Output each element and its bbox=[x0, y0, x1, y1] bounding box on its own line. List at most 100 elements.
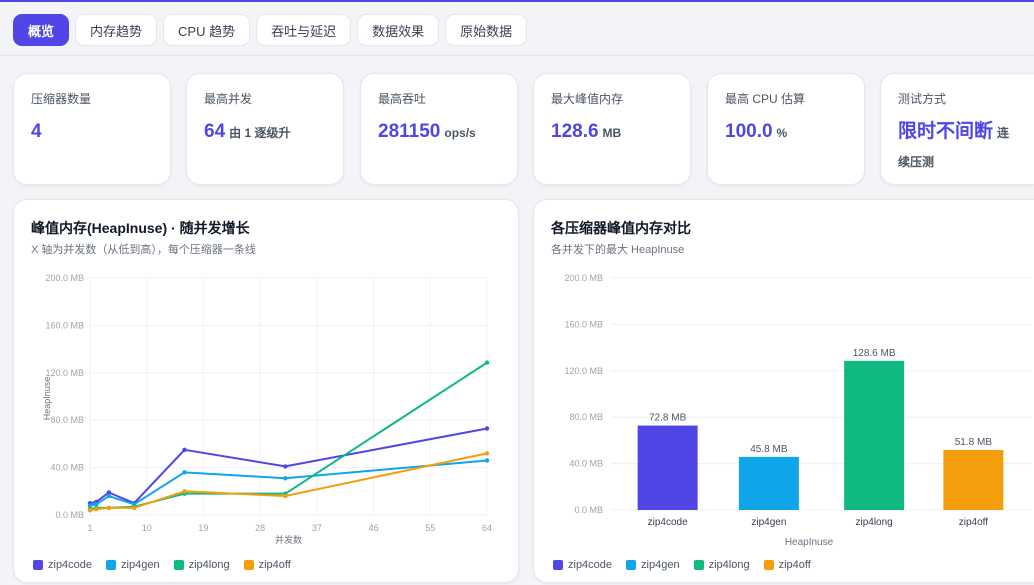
top-accent-line bbox=[0, 0, 1034, 2]
legend-item-zip4gen[interactable]: zip4gen bbox=[626, 559, 680, 571]
data-point-zip4gen bbox=[106, 493, 112, 499]
legend-swatch bbox=[173, 560, 184, 570]
line-chart: 0.0 MB 40.0 MB 80.0 MB 120.0 MB 160.0 MB 200.… bbox=[42, 273, 492, 545]
bar-value-label: 51.8 MB bbox=[955, 437, 993, 448]
legend-item-zip4code[interactable]: zip4code bbox=[33, 559, 92, 571]
legend-item-zip4off[interactable]: zip4off bbox=[763, 559, 811, 571]
category-label: zip4off bbox=[959, 517, 989, 528]
panel-title: 各压缩器峰值内存对比 bbox=[551, 220, 691, 236]
tab-throughput-latency[interactable]: 吞吐与延迟 bbox=[256, 14, 352, 46]
legend-label: zip4gen bbox=[121, 559, 160, 571]
tab-memory-trend[interactable]: 内存趋势 bbox=[75, 14, 158, 46]
panel-subtitle: X 轴为并发数（从低到高），每个压缩器一条线 bbox=[31, 244, 256, 256]
y-tick-label: 120.0 MB bbox=[45, 368, 84, 378]
x-tick-label: 19 bbox=[198, 523, 208, 533]
data-point-zip4code bbox=[182, 447, 187, 453]
x-tick-label: 46 bbox=[369, 523, 379, 533]
stat-label: 最高吞吐 bbox=[378, 92, 427, 106]
y-tick-label: 0.0 MB bbox=[55, 510, 84, 520]
stat-label: 最高 CPU 估算 bbox=[725, 92, 806, 106]
y-tick-label: 200.0 MB bbox=[564, 273, 603, 283]
data-point-zip4long bbox=[484, 360, 490, 365]
x-tick-label: 10 bbox=[142, 523, 152, 533]
legend-swatch bbox=[243, 560, 254, 570]
legend-label: zip4code bbox=[568, 559, 613, 571]
legend-swatch bbox=[33, 560, 43, 570]
x-tick-label: 37 bbox=[312, 523, 322, 533]
legend-label: zip4long bbox=[708, 559, 750, 571]
stat-unit: ops/s bbox=[444, 126, 476, 140]
stat-value: 限时不间断 连续压测 bbox=[898, 117, 1017, 176]
y-tick-label: 80.0 MB bbox=[50, 415, 84, 425]
panel-subtitle: 各并发下的最大 HeapInuse bbox=[551, 244, 685, 256]
stat-card-max-concurrency: 最高并发 64 由 1 逐级升 bbox=[186, 73, 344, 185]
data-point-zip4off bbox=[106, 505, 112, 511]
bar-value-label: 45.8 MB bbox=[750, 444, 788, 455]
data-point-zip4code bbox=[106, 490, 112, 495]
legend-swatch bbox=[106, 560, 117, 570]
stat-card-compressor-count: 压缩器数量 4 bbox=[13, 73, 171, 185]
bar-chart-legend: zip4code zip4gen zip4long zip4off bbox=[553, 559, 811, 571]
legend-item-zip4gen[interactable]: zip4gen bbox=[106, 559, 160, 571]
y-tick-label: 160.0 MB bbox=[45, 320, 84, 330]
x-tick-label: 28 bbox=[255, 523, 265, 533]
tab-bar: 概览 内存趋势 CPU 趋势 吞吐与延迟 数据效果 原始数据 bbox=[13, 14, 528, 46]
panel-title: 峰值内存(HeapInuse) · 随并发增长 bbox=[31, 220, 250, 236]
x-tick-label: 1 bbox=[87, 523, 92, 533]
tab-overview[interactable]: 概览 bbox=[13, 14, 70, 46]
data-point-zip4off bbox=[131, 505, 137, 511]
legend-label: zip4code bbox=[48, 559, 93, 571]
legend-item-zip4code[interactable]: zip4code bbox=[553, 559, 612, 571]
legend-swatch bbox=[693, 560, 704, 570]
stat-card-peak-memory: 最大峰值内存 128.6 MB bbox=[533, 73, 691, 185]
legend-label: zip4gen bbox=[641, 559, 680, 571]
line-chart-legend: zip4code zip4gen zip4long zip4off bbox=[33, 559, 291, 571]
data-point-zip4off bbox=[87, 508, 93, 513]
tab-data-effect[interactable]: 数据效果 bbox=[357, 14, 440, 46]
data-point-zip4gen bbox=[283, 476, 288, 481]
stat-card-max-cpu: 最高 CPU 估算 100.0% bbox=[707, 73, 865, 185]
data-point-zip4off bbox=[283, 493, 288, 499]
bar-value-label: 128.6 MB bbox=[853, 348, 896, 359]
x-tick-label: 55 bbox=[425, 523, 435, 533]
legend-item-zip4off[interactable]: zip4off bbox=[243, 559, 291, 571]
y-tick-label: 40.0 MB bbox=[569, 459, 603, 469]
data-point-zip4code bbox=[484, 426, 490, 431]
category-label: zip4gen bbox=[751, 517, 786, 528]
tab-raw-data[interactable]: 原始数据 bbox=[445, 14, 528, 46]
legend-swatch bbox=[763, 560, 774, 570]
stat-unit: % bbox=[776, 126, 788, 140]
stat-value: 128.6 MB bbox=[551, 117, 673, 146]
stat-value: 281150 ops/s bbox=[378, 117, 500, 146]
bar-zip4gen bbox=[738, 456, 799, 510]
data-point-zip4off bbox=[182, 489, 187, 494]
stat-number: 128.6 bbox=[551, 121, 599, 142]
y-tick-label: 40.0 MB bbox=[50, 463, 84, 473]
legend-item-zip4long[interactable]: zip4long bbox=[693, 559, 750, 571]
bar-value-label: 72.8 MB bbox=[649, 413, 687, 424]
bar-zip4off bbox=[943, 449, 1004, 510]
stat-value: 100.0% bbox=[725, 117, 847, 146]
category-label: zip4code bbox=[648, 517, 688, 528]
stat-number: 限时不间断 bbox=[898, 121, 994, 142]
y-tick-label: 160.0 MB bbox=[564, 319, 603, 329]
line-chart-panel: 峰值内存(HeapInuse) · 随并发增长 X 轴为并发数（从低到高），每个… bbox=[13, 199, 519, 583]
category-label: zip4long bbox=[855, 517, 892, 528]
legend-item-zip4long[interactable]: zip4long bbox=[173, 559, 230, 571]
stat-unit: MB bbox=[602, 126, 622, 140]
stat-label: 最大峰值内存 bbox=[551, 92, 624, 106]
data-point-zip4gen bbox=[94, 502, 99, 507]
x-axis-label: HeapInuse bbox=[785, 537, 834, 548]
stat-label: 最高并发 bbox=[204, 92, 253, 106]
y-tick-label: 80.0 MB bbox=[569, 412, 603, 422]
y-tick-label: 120.0 MB bbox=[564, 366, 603, 376]
header-divider bbox=[0, 55, 1034, 56]
y-tick-label: 0.0 MB bbox=[574, 505, 603, 515]
data-point-zip4gen bbox=[484, 458, 490, 463]
data-point-zip4code bbox=[283, 464, 288, 469]
stat-number: 281150 bbox=[378, 121, 441, 142]
tab-cpu-trend[interactable]: CPU 趋势 bbox=[163, 14, 251, 46]
stat-value: 64 由 1 逐级升 bbox=[204, 117, 326, 146]
data-point-zip4gen bbox=[182, 470, 187, 475]
stat-value: 4 bbox=[31, 117, 153, 146]
